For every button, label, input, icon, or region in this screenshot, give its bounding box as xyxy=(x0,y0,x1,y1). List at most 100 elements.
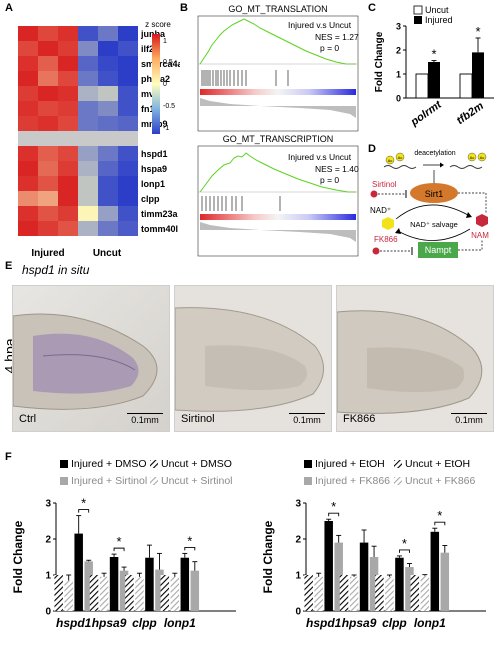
heatmap-cell xyxy=(18,56,38,71)
bar xyxy=(405,567,414,611)
heatmap-cell xyxy=(78,221,98,236)
nam-marker xyxy=(476,214,488,227)
zscore-tick: 0.5 xyxy=(163,59,173,66)
y-tick-label: 0 xyxy=(45,607,51,618)
image-label-ctrl: Ctrl xyxy=(19,413,37,425)
legend-label-uncut: Uncut xyxy=(425,5,449,15)
gsea-hits-translation xyxy=(201,70,289,86)
heatmap-cell xyxy=(38,26,58,41)
bar xyxy=(119,570,129,611)
gsea-nes-translation: NES = 1.27 xyxy=(315,32,359,42)
nad-to-nam-arrow xyxy=(395,204,469,220)
y-tick-label: 1 xyxy=(295,571,301,582)
heatmap-cell xyxy=(118,191,138,206)
heatmap-cell xyxy=(78,56,98,71)
arrowhead xyxy=(395,228,401,234)
gsea-curve-transcription xyxy=(199,152,356,193)
significance-star: * xyxy=(437,508,442,523)
deacetylation-label: deacetylation xyxy=(414,150,455,157)
nam-label: NAM xyxy=(471,231,489,240)
zscore-tick: -1 xyxy=(163,125,169,132)
heatmap-cell xyxy=(118,161,138,176)
acetyl-label: Ac xyxy=(470,155,475,160)
category-label: hpsa9 xyxy=(92,616,127,630)
sirt1-label: Sirt1 xyxy=(425,189,444,199)
bar xyxy=(349,576,359,611)
bar xyxy=(410,575,420,611)
heatmap-cell xyxy=(18,71,38,86)
scale-bar-text: 0.1mm xyxy=(455,415,483,425)
significance-bracket xyxy=(398,549,410,553)
free-acetyl xyxy=(467,152,477,162)
heatmap-cell xyxy=(98,146,118,161)
bar xyxy=(170,576,180,611)
zscore-legend-title: z score xyxy=(145,20,171,29)
group-label-injured: Injured xyxy=(31,248,64,259)
significance-star: * xyxy=(402,536,407,551)
heatmap-cell xyxy=(38,71,58,86)
category-label: clpp xyxy=(382,616,407,630)
fin-image-ctrl xyxy=(13,286,169,431)
gene-label: clpp xyxy=(141,194,160,204)
heatmap-cell xyxy=(78,86,98,101)
heatmap-cell xyxy=(58,101,78,116)
heatmap-cell xyxy=(98,26,118,41)
heatmap-panel: junbailf2smarca4aphlda2mvpfn1bmmp9hspd1h… xyxy=(18,20,180,259)
acetyl-label: Ac xyxy=(388,158,393,163)
heatmap-cell xyxy=(78,146,98,161)
heatmap-cell xyxy=(78,41,98,56)
heatmap-cell xyxy=(98,41,118,56)
gene-label: smarca4a xyxy=(141,59,180,69)
heatmap-cell xyxy=(58,191,78,206)
free-acetyl xyxy=(477,152,487,162)
heatmap-cell xyxy=(58,221,78,236)
panel-letter-b: B xyxy=(180,2,188,14)
image-label-fk866: FK866 xyxy=(343,413,376,425)
in-situ-image-fk866: FK866 0.1mm xyxy=(336,285,494,432)
acetyl-label: Ac xyxy=(398,155,403,160)
heatmap-cell xyxy=(58,206,78,221)
legend-swatch xyxy=(60,477,68,485)
panel-letter-c: C xyxy=(368,2,376,14)
heatmap-cell xyxy=(98,191,118,206)
heatmap-cells xyxy=(18,26,138,236)
fin-image-sirtinol xyxy=(175,286,331,431)
chart-f2-legend: Injured + EtOH Uncut + EtOH Injured + FK86… xyxy=(304,458,475,487)
fold-change-chart-sirtinol: Injured + DMSO Uncut + DMSO Injured + Sirt… xyxy=(11,458,236,630)
gsea-hits-transcription xyxy=(201,196,281,211)
legend-swatch xyxy=(304,460,312,468)
bar xyxy=(304,575,313,611)
bar xyxy=(125,575,134,611)
heatmap-cell xyxy=(78,176,98,191)
deacetylated-substrate xyxy=(449,165,483,169)
significance-star: * xyxy=(81,496,86,511)
in-situ-image-sirtinol: Sirtinol 0.1mm xyxy=(174,285,332,432)
gene-label: hspa9 xyxy=(141,164,167,174)
heatmap-cell xyxy=(58,56,78,71)
legend-label-injured: Injured xyxy=(425,15,453,25)
significance-bracket xyxy=(78,509,90,513)
heatmap-cell xyxy=(78,206,98,221)
nad-salvage-diagram: Ac Ac deacetylation Ac Ac Sirtinol Sirt1… xyxy=(370,150,489,258)
y-tick-label: 1 xyxy=(45,571,51,582)
heatmap-cell xyxy=(38,221,58,236)
gsea-comparison-translation: Injured v.s Uncut xyxy=(288,20,352,30)
heatmap-cell xyxy=(58,71,78,86)
legend-label: Uncut + DMSO xyxy=(161,458,232,470)
bar xyxy=(109,557,119,611)
heatmap-cell xyxy=(98,71,118,86)
legend-swatch xyxy=(60,460,68,468)
y-tick-label: 1 xyxy=(396,70,401,80)
heatmap-cell xyxy=(118,26,138,41)
heatmap-cell xyxy=(58,26,78,41)
gsea-title-transcription: GO_MT_TRANSCRIPTION xyxy=(223,134,334,144)
heatmap-cell xyxy=(18,26,38,41)
in-situ-image-ctrl: Ctrl 0.1mm xyxy=(12,285,170,432)
heatmap-cell xyxy=(18,161,38,176)
heatmap-cell xyxy=(78,161,98,176)
bar xyxy=(459,73,473,99)
arrowhead xyxy=(440,162,444,168)
category-label: lonp1 xyxy=(164,616,196,630)
panel-letter-f: F xyxy=(5,451,12,463)
acetyl-label: Ac xyxy=(480,155,485,160)
